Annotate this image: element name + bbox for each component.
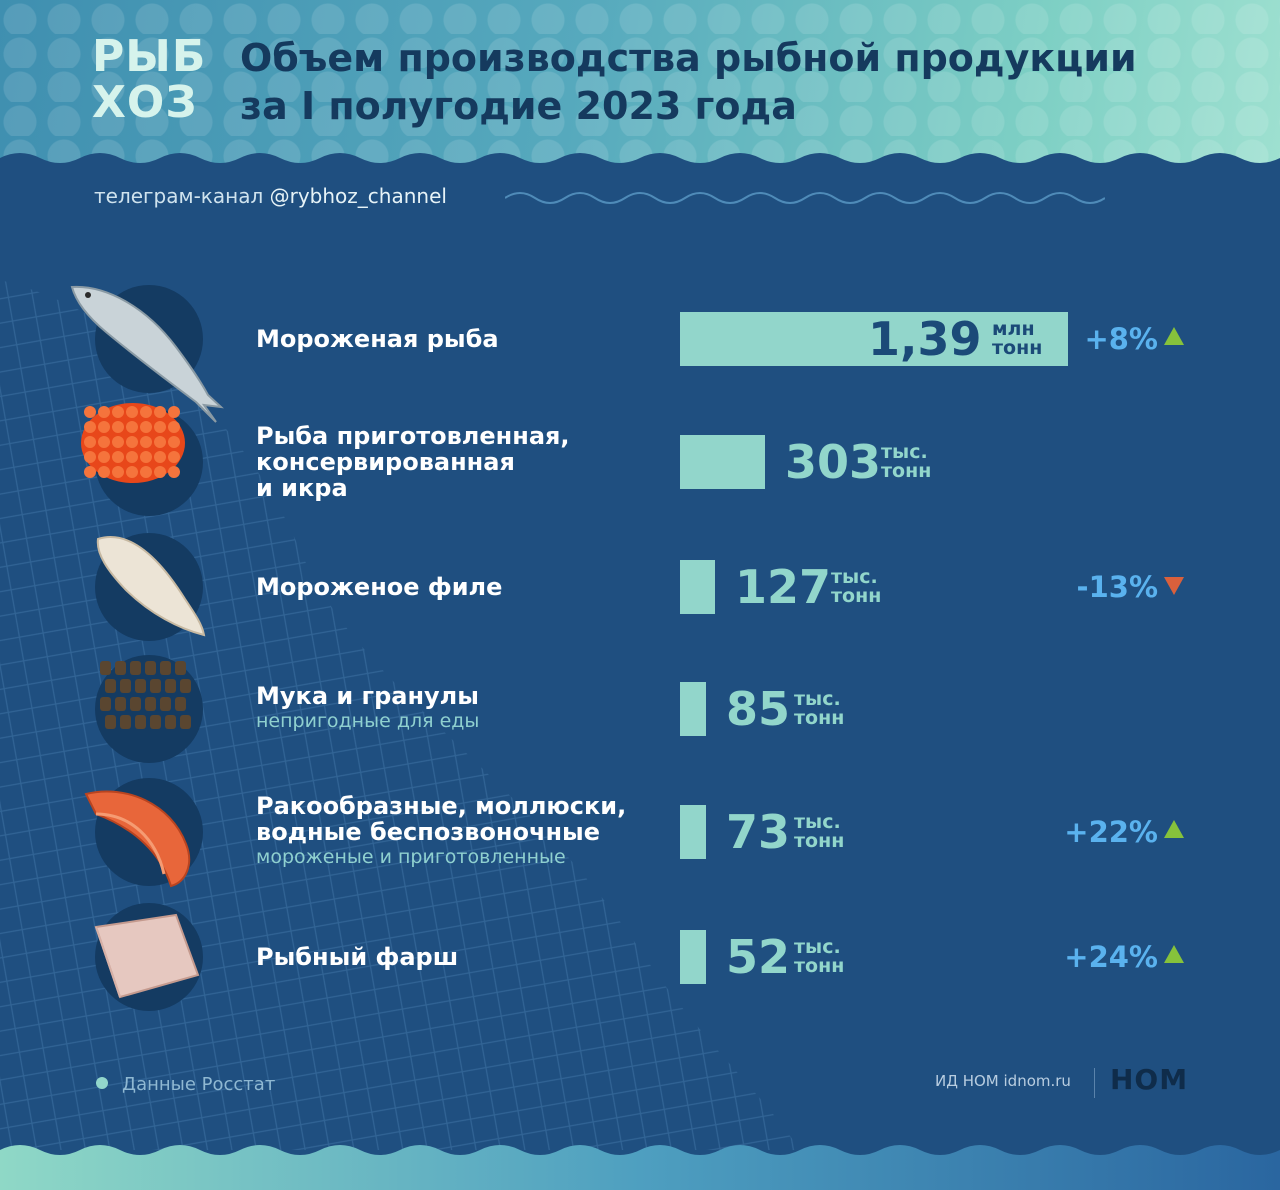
bar (680, 682, 706, 736)
page-title: Объем производства рыбной продукции за I… (240, 34, 1240, 130)
header-banner (0, 0, 1280, 165)
data-label-unit: тонн (992, 337, 1043, 359)
change-label: +8% (1084, 312, 1184, 366)
data-label-value: 85 (726, 682, 791, 736)
logo-line1: РЫБ (92, 31, 207, 82)
category-label: Рыба приготовленная, консервированная и ик… (256, 423, 656, 501)
data-label-unit: тыс. (794, 688, 841, 710)
source-dot-icon (96, 1077, 108, 1089)
rybhoz-logo: РЫБ ХОЗ (92, 34, 214, 130)
source-text: Данные Росстат (122, 1074, 276, 1095)
bar (680, 930, 706, 984)
category-label-line: Мороженое филе (256, 573, 503, 601)
shrimp-icon (76, 774, 206, 898)
source-note: Данные Росстат (96, 1074, 275, 1095)
nom-logo: НОМ (1110, 1063, 1189, 1096)
data-label-value: 73 (726, 805, 791, 859)
category-label-line: и икра (256, 474, 348, 502)
chart-row: Мука и гранулы непригодные для еды 85 тыс. т… (0, 655, 1280, 765)
category-label: Рыбный фарш (256, 944, 656, 970)
title-line2: за I полугодие 2023 года (240, 84, 797, 128)
category-label: Мороженое филе (256, 574, 656, 600)
triangle-up-icon (1164, 820, 1184, 838)
category-label-line: Мука и гранулы (256, 682, 479, 710)
fishing-net-decoration (0, 280, 800, 1150)
chart-row: Рыба приготовленная, консервированная и ик… (0, 403, 1280, 518)
change-label: +24% (1064, 930, 1184, 984)
category-label: Мука и гранулы непригодные для еды (256, 683, 656, 733)
data-label-unit: тыс. (831, 566, 878, 588)
data-label-unit: тыс. (794, 811, 841, 833)
category-label-line: водные беспозвоночные (256, 818, 601, 846)
data-label-value: 303 (785, 435, 882, 489)
category-label-line: Рыбный фарш (256, 943, 459, 971)
data-label-unit: тыс. (881, 441, 928, 463)
triangle-up-icon (1164, 945, 1184, 963)
category-label-line: Мороженая рыба (256, 325, 499, 353)
footer-divider (1094, 1068, 1095, 1098)
triangle-up-icon (1164, 327, 1184, 345)
data-label-unit: тонн (831, 585, 882, 607)
data-label-unit: тонн (794, 707, 845, 729)
squiggle-decoration (505, 192, 1105, 204)
bar (680, 560, 715, 614)
data-label-value: 1,39 (868, 312, 982, 366)
bar (680, 312, 1068, 366)
bar (680, 435, 765, 489)
title-line1: Объем производства рыбной продукции (240, 36, 1137, 80)
change-value: +22% (1064, 815, 1158, 849)
category-label: Мороженая рыба (256, 326, 656, 352)
logo-line2: ХОЗ (92, 77, 198, 128)
change-label: +22% (1064, 805, 1184, 859)
data-label-unit: тонн (881, 460, 932, 482)
bottom-wave-edge (0, 1145, 1280, 1190)
category-label-line: Рыба приготовленная, (256, 422, 570, 450)
channel-caption: телеграм-канал @rybhoz_channel (94, 184, 447, 208)
channel-prefix: телеграм-канал (94, 184, 264, 208)
chart-row: Мороженая рыба 1,39 млн тонн +8% (0, 285, 1280, 423)
channel-handle[interactable]: @rybhoz_channel (269, 184, 447, 208)
category-label: Ракообразные, моллюски, водные беспозвоно… (256, 793, 656, 869)
data-label-unit: тонн (794, 830, 845, 852)
fish-icon (66, 277, 226, 431)
caviar-icon (78, 398, 188, 492)
bar (680, 805, 706, 859)
data-label-unit: тыс. (794, 936, 841, 958)
data-label-value: 52 (726, 930, 791, 984)
data-label-unit: млн (992, 318, 1035, 340)
chart-row: Рыбный фарш 52 тыс. тонн +24% (0, 903, 1280, 1013)
fillet-icon (90, 529, 210, 643)
category-sublabel: непригодные для еды (256, 710, 480, 732)
publisher-link[interactable]: ИД НОМ idnom.ru (935, 1072, 1071, 1090)
category-label-line: консервированная (256, 448, 515, 476)
change-value: -13% (1076, 570, 1158, 604)
chart-row: Ракообразные, моллюски, водные беспозвоно… (0, 778, 1280, 888)
chart-row: Мороженое филе 127 тыс. тонн -13% (0, 533, 1280, 643)
pellets-icon (96, 657, 192, 741)
category-label-line: Ракообразные, моллюски, (256, 792, 627, 820)
header-wave-edge (0, 153, 1280, 178)
category-sublabel: мороженые и приготовленные (256, 846, 566, 868)
change-value: +24% (1064, 940, 1158, 974)
triangle-down-icon (1164, 577, 1184, 595)
change-value: +8% (1084, 322, 1158, 356)
mince-icon (86, 905, 206, 1009)
data-label-value: 127 (735, 560, 832, 614)
data-label-unit: тонн (794, 955, 845, 977)
change-label: -13% (1077, 560, 1184, 614)
